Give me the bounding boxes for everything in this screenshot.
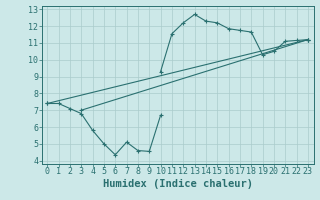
X-axis label: Humidex (Indice chaleur): Humidex (Indice chaleur) bbox=[103, 179, 252, 189]
